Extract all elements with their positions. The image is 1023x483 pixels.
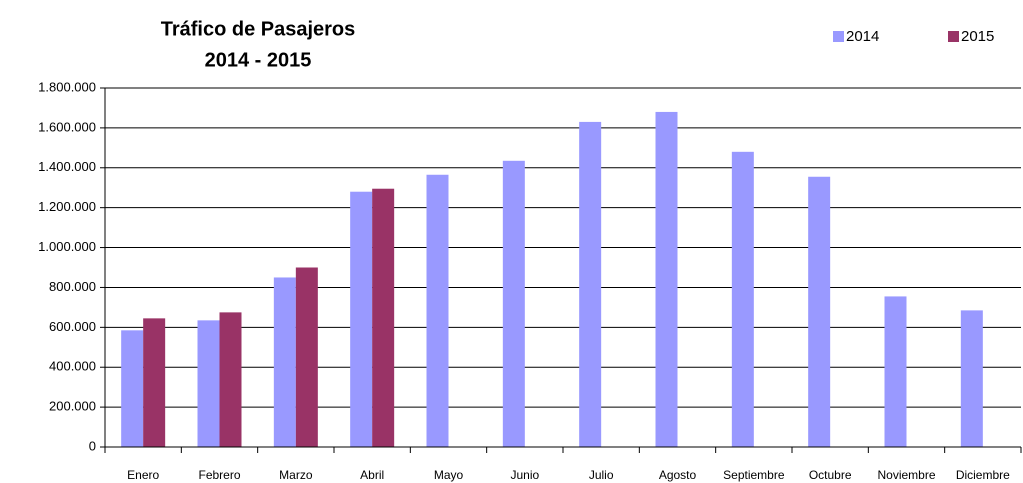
x-tick-label: Agosto: [659, 468, 697, 482]
bar: [372, 188, 395, 447]
bar: [219, 312, 242, 447]
x-tick-label: Mayo: [434, 468, 464, 482]
legend-swatch: [948, 31, 959, 42]
x-tick-label: Octubre: [809, 468, 852, 482]
bar: [143, 318, 166, 447]
y-tick-label: 200.000: [49, 399, 96, 414]
bar: [426, 174, 449, 447]
x-tick-label: Abril: [360, 468, 384, 482]
y-tick-label: 400.000: [49, 359, 96, 374]
bar: [655, 111, 678, 447]
y-tick-label: 1.000.000: [38, 239, 96, 254]
y-tick-label: 800.000: [49, 279, 96, 294]
x-tick-label: Noviembre: [877, 468, 935, 482]
bar: [808, 176, 831, 447]
x-tick-label: Julio: [589, 468, 614, 482]
y-tick-label: 1.800.000: [38, 79, 96, 94]
x-tick-label: Septiembre: [723, 468, 785, 482]
x-tick-label: Junio: [510, 468, 539, 482]
x-tick-label: Diciembre: [956, 468, 1010, 482]
bar: [197, 320, 220, 447]
y-tick-label: 1.400.000: [38, 159, 96, 174]
bar: [273, 277, 296, 447]
y-tick-label: 1.200.000: [38, 199, 96, 214]
bar: [579, 121, 602, 448]
legend-swatch: [833, 31, 844, 42]
x-tick-label: Marzo: [279, 468, 313, 482]
legend-label: 2014: [846, 28, 879, 45]
legend-label: 2015: [961, 28, 994, 45]
chart-title: Tráfico de Pasajeros: [161, 18, 356, 40]
bar: [960, 310, 983, 447]
y-tick-label: 0: [89, 438, 96, 453]
bar: [731, 151, 754, 448]
x-tick-label: Enero: [127, 468, 159, 482]
chart-subtitle: 2014 - 2015: [205, 49, 312, 71]
y-tick-label: 600.000: [49, 319, 96, 334]
y-tick-label: 1.600.000: [38, 119, 96, 134]
bar: [121, 330, 144, 447]
bar: [502, 160, 525, 447]
bar: [295, 267, 318, 447]
x-tick-label: Febrero: [198, 468, 240, 482]
bar: [884, 296, 907, 447]
bar: [350, 191, 373, 447]
